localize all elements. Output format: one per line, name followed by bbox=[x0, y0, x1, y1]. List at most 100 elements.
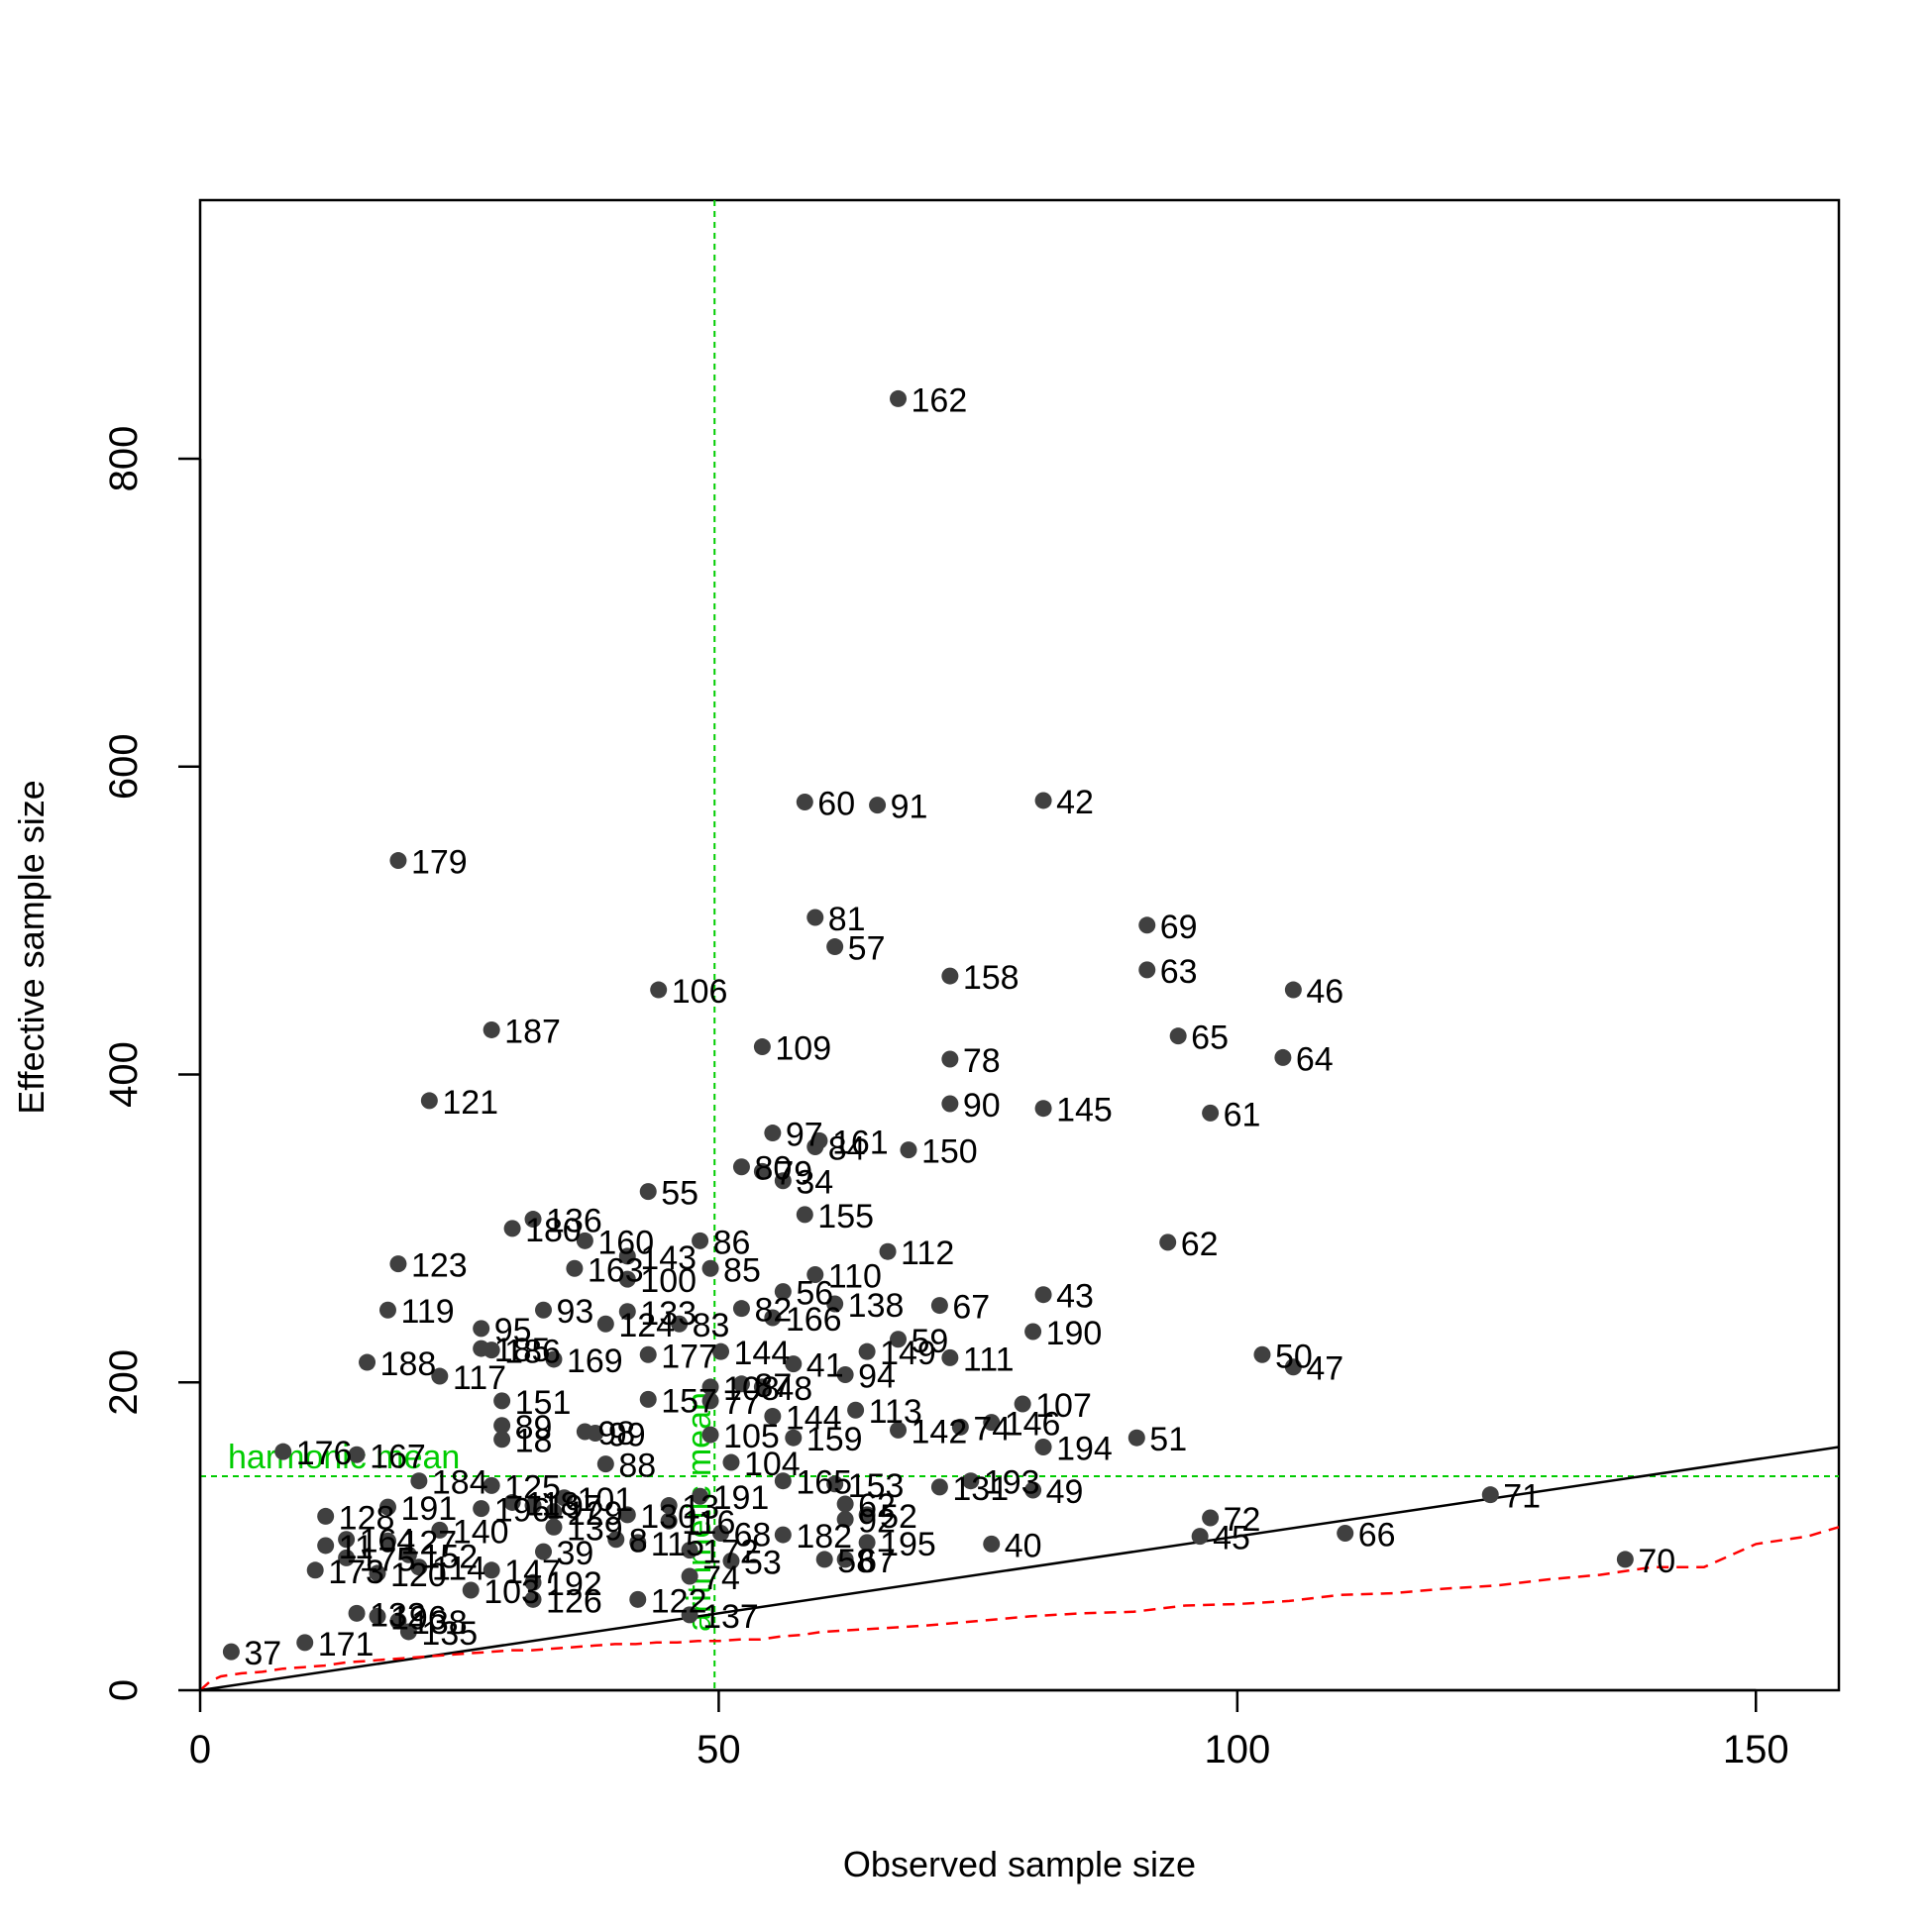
data-point-label: 78 bbox=[963, 1042, 1001, 1080]
data-point bbox=[815, 1551, 833, 1568]
data-point bbox=[389, 1612, 407, 1630]
data-point-label: 37 bbox=[244, 1635, 281, 1672]
harmonic-mean-label: harmonic mean bbox=[228, 1439, 460, 1476]
data-point-label: 91 bbox=[891, 789, 928, 826]
data-point-label: 167 bbox=[370, 1438, 426, 1475]
data-point-label: 107 bbox=[1035, 1387, 1092, 1425]
data-point bbox=[836, 1551, 854, 1568]
data-point bbox=[306, 1561, 324, 1579]
data-point-label: 193 bbox=[984, 1464, 1040, 1502]
data-point bbox=[836, 1511, 854, 1529]
data-point-label: 159 bbox=[806, 1421, 863, 1458]
data-point-label: 122 bbox=[651, 1582, 707, 1620]
data-point-label: 177 bbox=[661, 1338, 717, 1375]
data-point bbox=[692, 1232, 709, 1249]
data-point bbox=[639, 1183, 657, 1201]
data-point-label: 77 bbox=[723, 1384, 761, 1422]
x-tick-label: 50 bbox=[697, 1728, 741, 1771]
data-point-label: 112 bbox=[901, 1234, 954, 1272]
data-point bbox=[576, 1232, 593, 1249]
data-point bbox=[1169, 1027, 1187, 1045]
data-point bbox=[890, 1331, 908, 1348]
data-point bbox=[774, 1472, 792, 1490]
data-point bbox=[858, 1342, 876, 1360]
data-point bbox=[274, 1443, 292, 1460]
data-point-label: 155 bbox=[817, 1198, 874, 1235]
data-point bbox=[826, 1475, 844, 1493]
data-point bbox=[836, 1365, 854, 1383]
data-point-label: 133 bbox=[640, 1295, 697, 1333]
data-point bbox=[826, 1295, 844, 1313]
data-point bbox=[858, 1534, 876, 1552]
data-point-label: 185 bbox=[494, 1332, 551, 1369]
data-point bbox=[681, 1606, 698, 1624]
identity-line bbox=[199, 1446, 1840, 1692]
data-point-label: 125 bbox=[504, 1468, 561, 1506]
data-point bbox=[369, 1564, 386, 1582]
y-tick-label: 400 bbox=[102, 1041, 146, 1108]
data-point bbox=[951, 1418, 969, 1436]
data-point bbox=[483, 1342, 500, 1359]
data-point-label: 90 bbox=[963, 1087, 1001, 1125]
data-point-label: 157 bbox=[661, 1382, 717, 1420]
data-point-label: 127 bbox=[400, 1524, 457, 1561]
data-point-label: 101 bbox=[577, 1481, 633, 1519]
data-point-label: 51 bbox=[1149, 1421, 1187, 1458]
data-point-label: 47 bbox=[1306, 1350, 1343, 1388]
data-point-label: 83 bbox=[693, 1307, 730, 1344]
data-point bbox=[858, 1506, 876, 1524]
data-point-label: 46 bbox=[1306, 973, 1343, 1011]
data-point-label: 191 bbox=[400, 1490, 457, 1528]
data-point-label: 190 bbox=[1046, 1315, 1103, 1352]
data-point bbox=[1024, 1323, 1042, 1341]
data-point-label: 45 bbox=[1213, 1520, 1250, 1557]
data-point-label: 18 bbox=[515, 1423, 553, 1460]
data-point bbox=[389, 1255, 407, 1273]
data-point-label: 62 bbox=[1181, 1226, 1219, 1263]
data-point bbox=[1202, 1104, 1220, 1122]
data-point-label: 110 bbox=[828, 1257, 882, 1295]
data-point bbox=[712, 1525, 730, 1543]
data-point-label: 57 bbox=[848, 930, 886, 968]
data-point-label: 50 bbox=[1275, 1338, 1313, 1375]
data-point bbox=[639, 1390, 657, 1408]
lower-bound-curve bbox=[199, 1526, 1840, 1691]
data-point bbox=[1024, 1481, 1042, 1499]
data-point bbox=[378, 1498, 396, 1516]
data-point-label: 126 bbox=[546, 1582, 602, 1620]
data-point bbox=[764, 1309, 782, 1327]
data-point bbox=[524, 1211, 542, 1229]
x-tick-label: 150 bbox=[1723, 1728, 1789, 1771]
data-point-label: 42 bbox=[1056, 784, 1094, 821]
data-point-label: 130 bbox=[640, 1498, 697, 1536]
data-point-label: 40 bbox=[1005, 1527, 1042, 1564]
plot-area: harmonic mean arithmetic mean 162 60 91 42 17… bbox=[198, 198, 1841, 1692]
data-point bbox=[493, 1431, 511, 1449]
data-point bbox=[389, 852, 407, 870]
y-tick-label: 200 bbox=[102, 1349, 146, 1416]
data-point-label: 82 bbox=[754, 1292, 792, 1330]
data-point-label: 121 bbox=[442, 1084, 498, 1122]
data-point bbox=[596, 1315, 614, 1333]
x-axis-label: Observed sample size bbox=[843, 1844, 1196, 1884]
data-point bbox=[1191, 1528, 1209, 1546]
data-point bbox=[483, 1476, 500, 1494]
data-point bbox=[774, 1283, 792, 1301]
data-point bbox=[503, 1493, 521, 1511]
data-point-label: 187 bbox=[504, 1013, 561, 1050]
data-point-label: 67 bbox=[858, 1543, 896, 1580]
data-point-label: 8 bbox=[629, 1523, 648, 1560]
data-point-label: 34 bbox=[796, 1164, 833, 1202]
data-point-label: 146 bbox=[1005, 1406, 1061, 1444]
data-point-label: 56 bbox=[796, 1275, 833, 1313]
data-point-label: 158 bbox=[963, 959, 1020, 997]
data-point-label: 53 bbox=[744, 1544, 782, 1581]
data-point bbox=[545, 1518, 563, 1536]
data-point bbox=[806, 1138, 824, 1156]
data-point-label: 166 bbox=[786, 1301, 842, 1339]
data-point bbox=[378, 1532, 396, 1550]
data-point-label: 80 bbox=[754, 1150, 792, 1188]
data-point-label: 192 bbox=[546, 1565, 602, 1603]
data-point-label: 150 bbox=[921, 1133, 978, 1171]
